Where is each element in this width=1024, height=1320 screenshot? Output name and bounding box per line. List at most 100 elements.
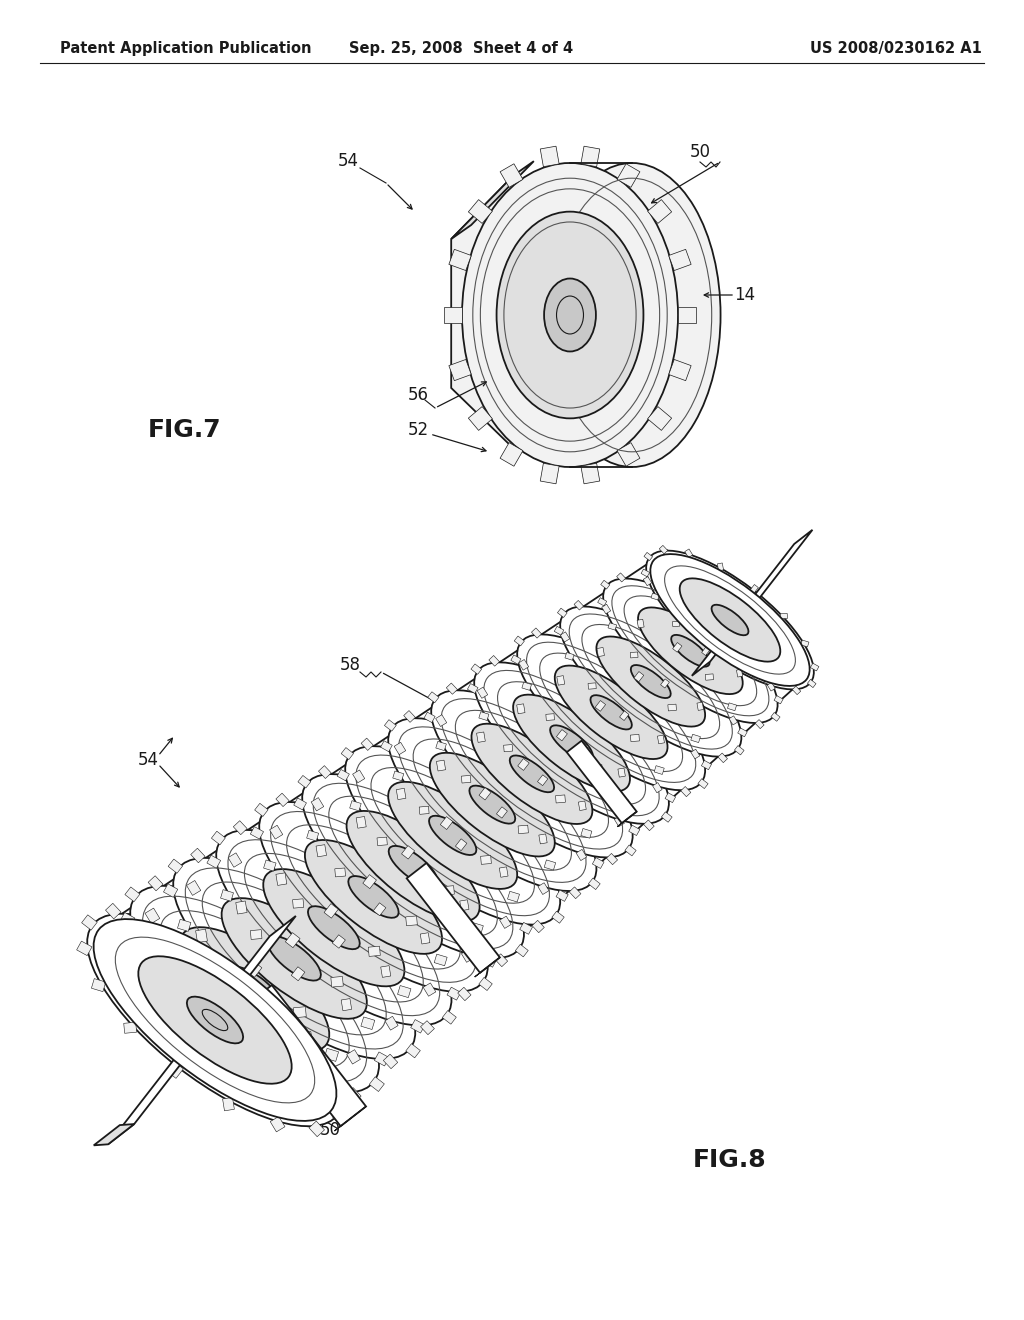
Polygon shape (209, 1031, 224, 1045)
Text: FIG.8: FIG.8 (693, 1148, 767, 1172)
Polygon shape (406, 916, 418, 925)
Polygon shape (168, 859, 182, 874)
Ellipse shape (429, 816, 476, 855)
Ellipse shape (631, 665, 671, 698)
Polygon shape (692, 529, 812, 676)
Polygon shape (701, 760, 712, 770)
Polygon shape (729, 715, 737, 725)
Polygon shape (449, 359, 471, 380)
Polygon shape (774, 696, 783, 704)
Polygon shape (479, 788, 492, 800)
Polygon shape (515, 944, 528, 957)
Polygon shape (538, 775, 548, 785)
Ellipse shape (591, 696, 632, 730)
Polygon shape (446, 682, 458, 694)
Ellipse shape (544, 279, 596, 351)
Polygon shape (780, 614, 787, 619)
Ellipse shape (560, 606, 741, 756)
Polygon shape (228, 853, 242, 867)
Ellipse shape (544, 162, 721, 467)
Text: 50: 50 (319, 1121, 341, 1139)
Polygon shape (566, 741, 637, 824)
Polygon shape (309, 1121, 325, 1137)
Polygon shape (511, 655, 521, 664)
Text: Sep. 25, 2008  Sheet 4 of 4: Sep. 25, 2008 Sheet 4 of 4 (349, 41, 572, 55)
Polygon shape (403, 710, 416, 722)
Polygon shape (602, 605, 610, 614)
Polygon shape (423, 983, 436, 997)
Polygon shape (620, 711, 629, 721)
Ellipse shape (603, 578, 777, 723)
Polygon shape (480, 855, 492, 865)
Polygon shape (617, 768, 626, 777)
Polygon shape (302, 1031, 312, 1044)
Polygon shape (565, 652, 574, 660)
Polygon shape (308, 1084, 323, 1098)
Polygon shape (377, 837, 387, 846)
Polygon shape (541, 147, 559, 166)
Polygon shape (654, 766, 665, 775)
Polygon shape (647, 407, 672, 430)
Polygon shape (109, 916, 296, 1144)
Polygon shape (606, 854, 617, 865)
Polygon shape (801, 640, 809, 647)
Polygon shape (532, 920, 545, 933)
Polygon shape (668, 704, 677, 711)
Ellipse shape (497, 211, 643, 418)
Polygon shape (396, 788, 406, 800)
Ellipse shape (471, 723, 593, 824)
Polygon shape (347, 1049, 360, 1064)
Polygon shape (435, 714, 446, 726)
Polygon shape (734, 746, 744, 755)
Polygon shape (306, 830, 318, 841)
Polygon shape (298, 775, 311, 788)
Ellipse shape (259, 803, 487, 991)
Polygon shape (411, 1019, 425, 1034)
Ellipse shape (267, 936, 321, 981)
Polygon shape (644, 820, 654, 830)
Ellipse shape (345, 746, 560, 924)
Polygon shape (269, 825, 283, 840)
Polygon shape (361, 738, 374, 751)
Ellipse shape (389, 846, 437, 887)
Polygon shape (421, 1020, 434, 1035)
Polygon shape (808, 680, 816, 688)
Polygon shape (346, 1088, 361, 1102)
Polygon shape (120, 912, 135, 927)
Polygon shape (94, 1125, 134, 1146)
Ellipse shape (346, 810, 479, 921)
Polygon shape (616, 573, 626, 582)
Polygon shape (630, 652, 638, 657)
Polygon shape (669, 249, 691, 271)
Polygon shape (332, 935, 345, 948)
Ellipse shape (305, 840, 442, 954)
Polygon shape (293, 899, 304, 908)
Polygon shape (467, 684, 478, 693)
Polygon shape (588, 682, 596, 689)
Ellipse shape (173, 858, 416, 1059)
Polygon shape (311, 797, 324, 810)
Polygon shape (338, 1084, 353, 1098)
Polygon shape (124, 1022, 136, 1034)
Polygon shape (148, 875, 163, 891)
Polygon shape (250, 999, 264, 1014)
Ellipse shape (227, 966, 282, 1012)
Polygon shape (500, 442, 523, 466)
Polygon shape (637, 619, 644, 628)
Polygon shape (407, 863, 500, 973)
Polygon shape (255, 804, 268, 816)
Polygon shape (508, 891, 519, 902)
Polygon shape (270, 1117, 285, 1131)
Ellipse shape (302, 774, 524, 958)
Polygon shape (352, 770, 365, 783)
Polygon shape (581, 147, 600, 166)
Polygon shape (316, 845, 327, 857)
Polygon shape (370, 1077, 384, 1092)
Ellipse shape (186, 997, 243, 1043)
Polygon shape (581, 463, 600, 484)
Ellipse shape (216, 830, 452, 1026)
Ellipse shape (680, 578, 780, 661)
Polygon shape (681, 787, 691, 797)
Polygon shape (631, 734, 639, 742)
Polygon shape (456, 838, 467, 850)
